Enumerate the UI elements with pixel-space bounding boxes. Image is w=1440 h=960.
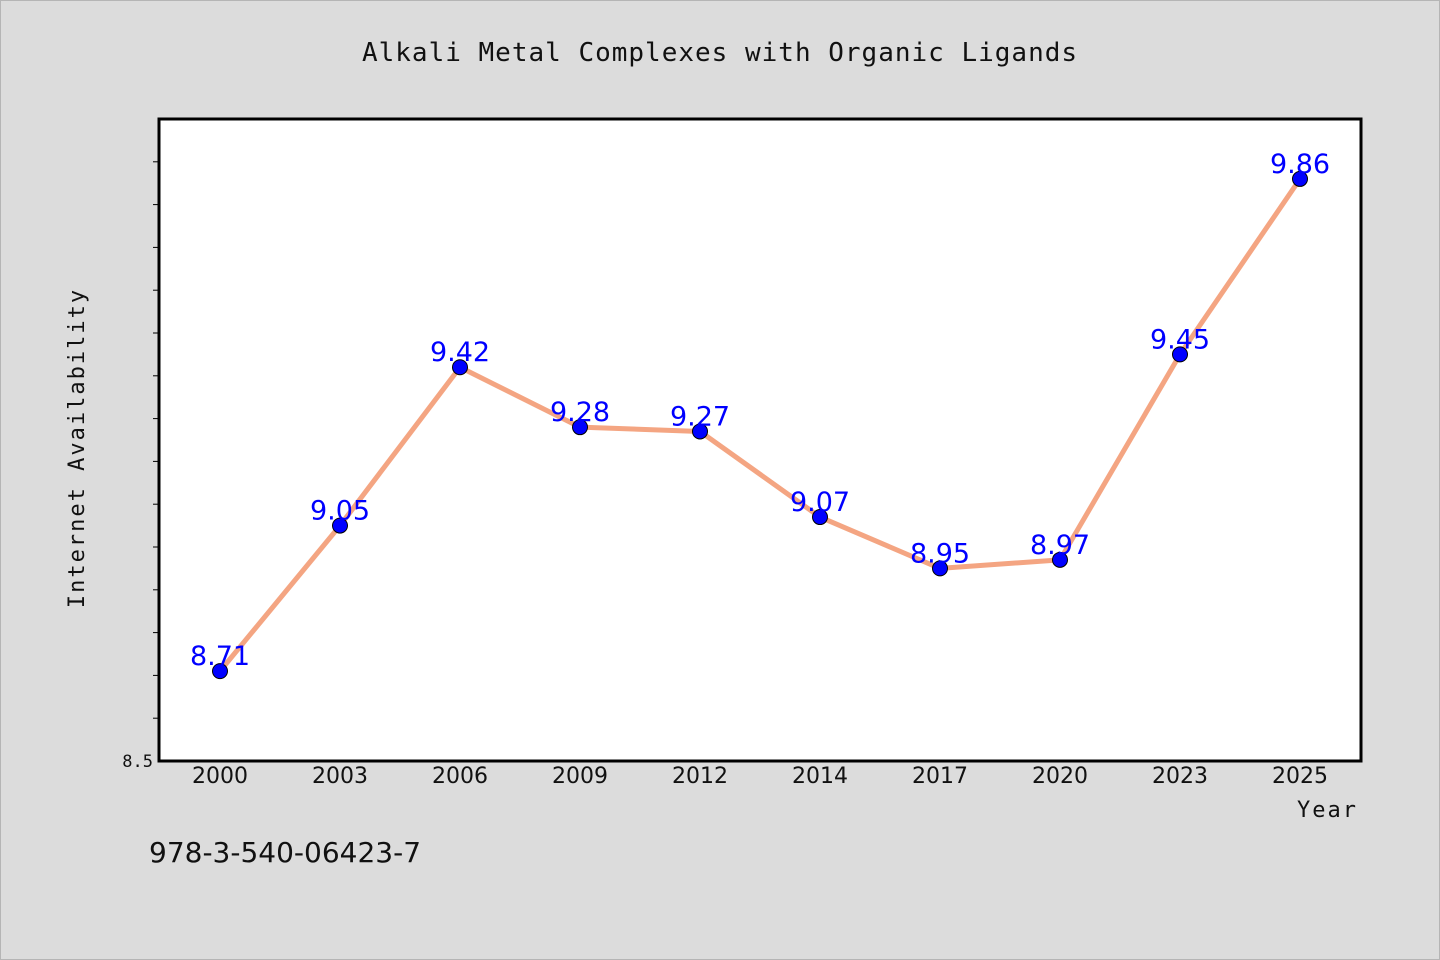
- x-tick-label: 2025: [1272, 764, 1328, 789]
- x-axis-tick-labels: 2000 2003 2006 2009 2012 2014 2017 2020 2023 2025: [192, 764, 1328, 789]
- data-point: [812, 509, 828, 526]
- x-tick-label: 2006: [432, 764, 488, 789]
- data-label: 8.71: [190, 641, 250, 672]
- data-label: 8.95: [910, 538, 970, 569]
- x-tick-label: 2020: [1032, 764, 1088, 789]
- data-point: [212, 663, 228, 680]
- data-point: [1052, 551, 1068, 568]
- y-axis-ticks: [153, 161, 159, 719]
- data-label: 9.45: [1150, 324, 1210, 355]
- data-label: 8.97: [1030, 530, 1090, 561]
- data-label: 9.86: [1270, 149, 1330, 180]
- isbn-text: 978-3-540-06423-7: [149, 836, 421, 869]
- series-markers: [212, 170, 1308, 680]
- y-axis-label: Internet Availability: [65, 288, 90, 608]
- data-label: 9.28: [550, 397, 610, 428]
- data-labels: 8.71 9.05 9.42 9.28 9.27 9.07 8.95 8.97 9.45 9.86: [190, 149, 1330, 672]
- data-point: [932, 560, 948, 577]
- data-label: 9.42: [430, 337, 490, 368]
- data-label: 9.27: [670, 401, 730, 432]
- data-point: [332, 517, 348, 534]
- x-tick-label: 2009: [552, 764, 608, 789]
- plot-area: [157, 117, 1363, 763]
- data-point: [1292, 170, 1308, 187]
- chart-title: Alkali Metal Complexes with Organic Liga…: [362, 38, 1078, 68]
- data-point: [572, 419, 588, 436]
- data-label: 9.07: [790, 487, 850, 518]
- x-axis-label: Year: [1297, 798, 1358, 823]
- x-tick-label: 2023: [1152, 764, 1208, 789]
- data-point: [692, 423, 708, 440]
- data-point: [452, 359, 468, 376]
- x-tick-label: 2017: [912, 764, 968, 789]
- y-axis-tick-labels: 8.5: [122, 752, 153, 772]
- x-tick-label: 2012: [672, 764, 728, 789]
- x-tick-label: 2003: [312, 764, 368, 789]
- series-line-path: [217, 176, 1303, 674]
- y-tick-label: 8.5: [122, 752, 153, 772]
- x-tick-label: 2014: [792, 764, 848, 789]
- data-label: 9.05: [310, 496, 370, 527]
- series-line: [217, 176, 1303, 674]
- data-point: [1172, 346, 1188, 363]
- x-tick-label: 2000: [192, 764, 248, 789]
